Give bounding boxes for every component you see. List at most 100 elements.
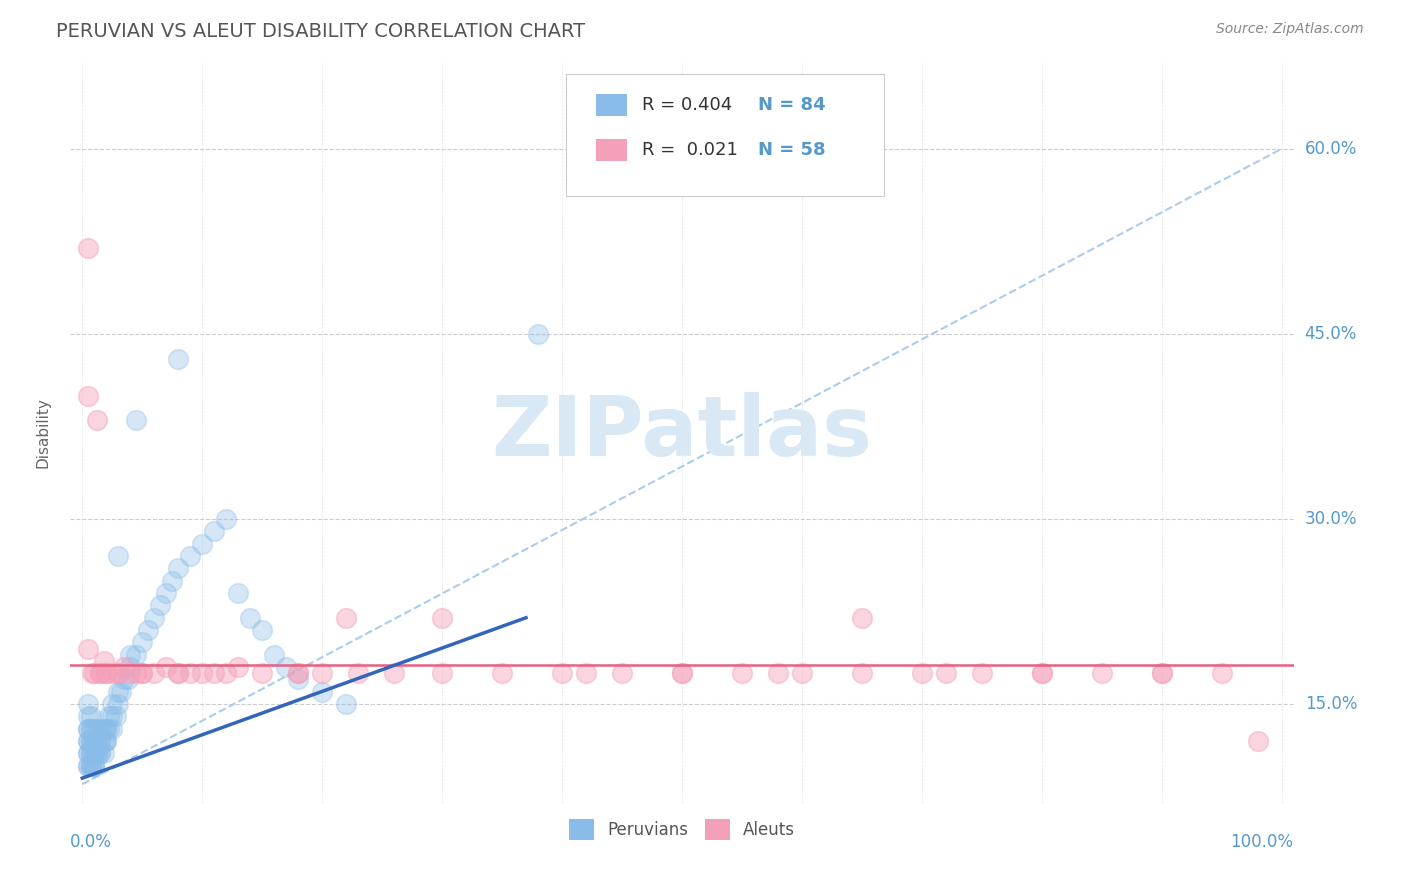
Point [112, 673, 135, 687]
Point [104, 709, 127, 723]
Point [83, 747, 105, 761]
Point [77, 734, 100, 748]
Text: N = 58: N = 58 [758, 141, 825, 159]
Point [335, 697, 357, 711]
Point [143, 610, 166, 624]
Point [250, 623, 273, 637]
Point [110, 685, 132, 699]
Point [93, 654, 115, 668]
Point [160, 574, 183, 588]
Point [125, 648, 148, 662]
Point [77, 747, 100, 761]
Point [430, 610, 453, 624]
Point [263, 648, 285, 662]
Text: Disability: Disability [37, 397, 51, 468]
Point [215, 666, 238, 681]
Point [766, 666, 789, 681]
Point [93, 747, 115, 761]
Point [107, 685, 129, 699]
Point [96, 666, 118, 681]
Point [112, 660, 135, 674]
Point [83, 722, 105, 736]
Point [250, 666, 273, 681]
Point [1150, 666, 1173, 681]
Point [83, 666, 105, 681]
Point [89, 747, 111, 761]
Point [287, 673, 309, 687]
Point [97, 709, 120, 723]
Point [96, 734, 118, 748]
Point [89, 734, 111, 748]
Point [79, 758, 101, 772]
Point [83, 758, 105, 772]
Point [101, 666, 124, 681]
Text: R =  0.021: R = 0.021 [641, 141, 737, 159]
Point [77, 734, 100, 748]
Point [167, 561, 190, 575]
Point [77, 697, 100, 711]
Text: 100.0%: 100.0% [1230, 833, 1294, 851]
Point [107, 697, 129, 711]
Point [491, 666, 513, 681]
FancyBboxPatch shape [565, 73, 884, 195]
Point [80, 666, 103, 681]
Point [86, 747, 108, 761]
Point [120, 666, 142, 681]
Text: 0.0%: 0.0% [70, 833, 112, 851]
FancyBboxPatch shape [596, 138, 627, 161]
Point [89, 666, 111, 681]
Point [107, 549, 129, 563]
Point [1031, 666, 1053, 681]
Point [96, 722, 118, 736]
Point [89, 666, 111, 681]
Text: PERUVIAN VS ALEUT DISABILITY CORRELATION CHART: PERUVIAN VS ALEUT DISABILITY CORRELATION… [56, 22, 585, 41]
Text: 60.0%: 60.0% [1305, 140, 1357, 158]
Point [83, 747, 105, 761]
Point [430, 666, 453, 681]
Point [83, 747, 105, 761]
Point [131, 635, 153, 649]
Point [347, 666, 370, 681]
Point [96, 734, 118, 748]
Point [851, 666, 873, 681]
Point [79, 734, 101, 748]
Point [96, 666, 118, 681]
Point [120, 660, 142, 674]
Point [83, 758, 105, 772]
Point [86, 747, 108, 761]
Point [179, 549, 201, 563]
Point [215, 512, 238, 526]
Point [79, 734, 101, 748]
Point [239, 610, 262, 624]
Point [1150, 666, 1173, 681]
Point [191, 536, 214, 550]
Point [131, 666, 153, 681]
Point [167, 666, 190, 681]
Point [86, 413, 108, 427]
Point [191, 666, 214, 681]
Point [131, 666, 153, 681]
Text: 15.0%: 15.0% [1305, 695, 1357, 713]
Point [101, 722, 124, 736]
Point [731, 666, 754, 681]
Point [935, 666, 957, 681]
Point [382, 666, 405, 681]
Point [226, 586, 249, 600]
Point [1211, 666, 1233, 681]
Point [790, 666, 813, 681]
Point [101, 697, 124, 711]
Point [77, 722, 100, 736]
Point [179, 666, 201, 681]
Point [83, 734, 105, 748]
Point [551, 666, 574, 681]
Point [79, 758, 101, 772]
Point [311, 685, 333, 699]
Point [155, 660, 177, 674]
Text: Source: ZipAtlas.com: Source: ZipAtlas.com [1216, 22, 1364, 37]
Point [83, 758, 105, 772]
Point [83, 734, 105, 748]
Point [83, 734, 105, 748]
Text: 30.0%: 30.0% [1305, 510, 1357, 528]
Point [527, 326, 550, 341]
Point [1091, 666, 1114, 681]
